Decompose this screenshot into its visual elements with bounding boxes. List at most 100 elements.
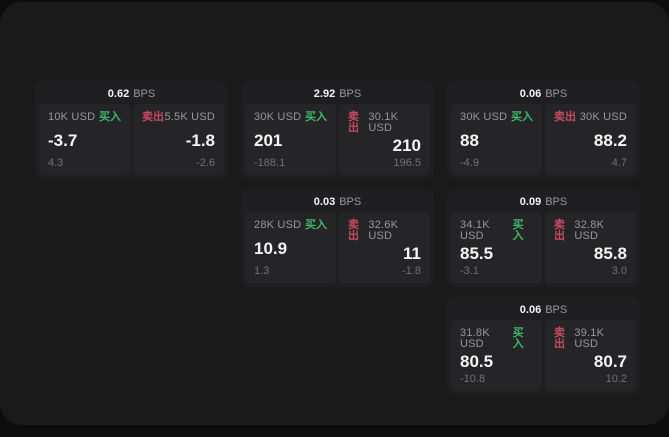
spread-header: 0.09 BPS <box>451 193 636 212</box>
buy-amount: 28K USD <box>254 219 302 231</box>
buy-tile[interactable]: 28K USD 买入 10.9 1.3 <box>245 212 336 283</box>
sell-label: 卖出 <box>554 111 576 123</box>
sell-price: 80.7 <box>593 352 627 372</box>
sell-label: 卖出 <box>348 219 359 242</box>
grid-cell-r2c3: 0.09 BPS 34.1K USD 买入 85.5 -3.1 卖出 <box>447 189 640 287</box>
spread-unit-label: BPS <box>545 304 568 316</box>
sell-amount: 5.5K USD <box>164 111 215 123</box>
buy-price: 10.9 <box>254 238 288 258</box>
grid-cell-r1c2: 2.92 BPS 30K USD 买入 201 -188.1 卖出 <box>241 81 434 179</box>
sell-amount: 39.1K USD <box>574 327 605 350</box>
buy-delta: -188.1 <box>254 157 286 169</box>
buy-tile[interactable]: 30K USD 买入 88 -4.9 <box>451 104 542 175</box>
spread-header: 0.06 BPS <box>451 301 636 320</box>
spread-unit-label: BPS <box>545 88 568 100</box>
sell-price: 11 <box>403 244 421 264</box>
buy-amount: 10K USD <box>48 111 96 123</box>
grid-cell-r2c1 <box>35 189 228 287</box>
buy-price: 80.5 <box>460 352 494 372</box>
buy-tile[interactable]: 10K USD 买入 -3.7 4.3 <box>39 104 130 175</box>
sell-amount: 32.8K USD <box>574 219 605 242</box>
spread-unit-label: BPS <box>339 88 362 100</box>
buy-amount: 31.8K USD <box>460 327 490 350</box>
buy-label: 买入 <box>99 111 121 123</box>
sell-price: 88.2 <box>593 130 627 150</box>
sell-delta: -1.8 <box>402 265 421 277</box>
quote-tiles: 31.8K USD 买入 80.5 -10.8 卖出 39.1K USD 80.… <box>451 320 636 391</box>
sell-tile[interactable]: 卖出 32.8K USD 85.8 3.0 <box>545 212 636 283</box>
spread-value: 0.62 <box>107 88 130 100</box>
sell-tile[interactable]: 卖出 32.6K USD 11 -1.8 <box>339 212 430 283</box>
grid-cell-r3c1 <box>35 297 228 395</box>
buy-amount: 30K USD <box>254 111 302 123</box>
sell-amount: 32.6K USD <box>368 219 399 242</box>
sell-tile[interactable]: 卖出 30K USD 88.2 4.7 <box>545 104 636 175</box>
spread-value: 0.06 <box>519 304 542 316</box>
sell-amount: 30.1K USD <box>368 111 399 134</box>
buy-delta: 4.3 <box>48 157 64 169</box>
sell-tile[interactable]: 卖出 39.1K USD 80.7 10.2 <box>545 320 636 391</box>
spread-header: 0.62 BPS <box>39 85 224 104</box>
app-panel: 0.62 BPS 10K USD 买入 -3.7 4.3 卖出 <box>0 2 669 425</box>
buy-label: 买入 <box>305 219 327 231</box>
sell-label: 卖出 <box>554 219 565 242</box>
spread-header: 2.92 BPS <box>245 85 430 104</box>
sell-delta: 10.2 <box>605 373 627 385</box>
spread-unit-label: BPS <box>545 196 568 208</box>
grid-cell-r3c2 <box>241 297 434 395</box>
quote-tiles: 30K USD 买入 201 -188.1 卖出 30.1K USD 210 1… <box>245 104 430 175</box>
quote-card: 0.62 BPS 10K USD 买入 -3.7 4.3 卖出 <box>35 81 228 179</box>
grid-cell-r2c2: 0.03 BPS 28K USD 买入 10.9 1.3 卖出 <box>241 189 434 287</box>
buy-delta: -3.1 <box>460 265 479 277</box>
buy-price: 85.5 <box>460 244 494 264</box>
quote-card: 0.09 BPS 34.1K USD 买入 85.5 -3.1 卖出 <box>447 189 640 287</box>
sell-delta: 4.7 <box>611 157 627 169</box>
buy-amount: 34.1K USD <box>460 219 490 242</box>
spread-value: 0.09 <box>519 196 542 208</box>
quote-card: 0.06 BPS 30K USD 买入 88 -4.9 卖出 <box>447 81 640 179</box>
sell-label: 卖出 <box>142 111 164 123</box>
grid-cell-r3c3: 0.06 BPS 31.8K USD 买入 80.5 -10.8 卖 <box>447 297 640 395</box>
sell-amount: 30K USD <box>579 111 627 123</box>
buy-tile[interactable]: 34.1K USD 买入 85.5 -3.1 <box>451 212 542 283</box>
buy-price: 201 <box>254 130 283 150</box>
spread-value: 0.06 <box>519 88 542 100</box>
sell-delta: 3.0 <box>611 265 627 277</box>
quote-tiles: 34.1K USD 买入 85.5 -3.1 卖出 32.8K USD 85.8… <box>451 212 636 283</box>
buy-delta: 1.3 <box>254 265 270 277</box>
grid-cell-r1c1: 0.62 BPS 10K USD 买入 -3.7 4.3 卖出 <box>35 81 228 179</box>
spread-header: 0.06 BPS <box>451 85 636 104</box>
buy-label: 买入 <box>305 111 327 123</box>
quote-card: 2.92 BPS 30K USD 买入 201 -188.1 卖出 <box>241 81 434 179</box>
sell-label: 卖出 <box>554 327 565 350</box>
buy-label: 买入 <box>512 327 524 350</box>
sell-delta: -2.6 <box>196 157 215 169</box>
sell-tile[interactable]: 卖出 30.1K USD 210 196.5 <box>339 104 430 175</box>
quote-tiles: 30K USD 买入 88 -4.9 卖出 30K USD 88.2 4.7 <box>451 104 636 175</box>
sell-price: 85.8 <box>593 244 627 264</box>
buy-label: 买入 <box>511 111 533 123</box>
spread-unit-label: BPS <box>339 196 362 208</box>
spread-unit-label: BPS <box>133 88 156 100</box>
buy-label: 买入 <box>512 219 524 242</box>
quote-tiles: 28K USD 买入 10.9 1.3 卖出 32.6K USD 11 -1.8 <box>245 212 430 283</box>
quote-cards-grid: 0.62 BPS 10K USD 买入 -3.7 4.3 卖出 <box>35 81 640 395</box>
quote-card: 0.03 BPS 28K USD 买入 10.9 1.3 卖出 <box>241 189 434 287</box>
buy-tile[interactable]: 31.8K USD 买入 80.5 -10.8 <box>451 320 542 391</box>
sell-price: -1.8 <box>185 130 215 150</box>
sell-delta: 196.5 <box>393 157 421 169</box>
sell-price: 210 <box>392 136 421 156</box>
spread-value: 0.03 <box>313 196 336 208</box>
buy-price: -3.7 <box>48 130 78 150</box>
buy-price: 88 <box>460 130 479 150</box>
grid-cell-r1c3: 0.06 BPS 30K USD 买入 88 -4.9 卖出 <box>447 81 640 179</box>
quote-tiles: 10K USD 买入 -3.7 4.3 卖出 5.5K USD -1.8 -2.… <box>39 104 224 175</box>
sell-tile[interactable]: 卖出 5.5K USD -1.8 -2.6 <box>133 104 224 175</box>
spread-header: 0.03 BPS <box>245 193 430 212</box>
buy-delta: -4.9 <box>460 157 479 169</box>
buy-amount: 30K USD <box>460 111 508 123</box>
buy-delta: -10.8 <box>460 373 486 385</box>
spread-value: 2.92 <box>313 88 336 100</box>
buy-tile[interactable]: 30K USD 买入 201 -188.1 <box>245 104 336 175</box>
sell-label: 卖出 <box>348 111 359 134</box>
